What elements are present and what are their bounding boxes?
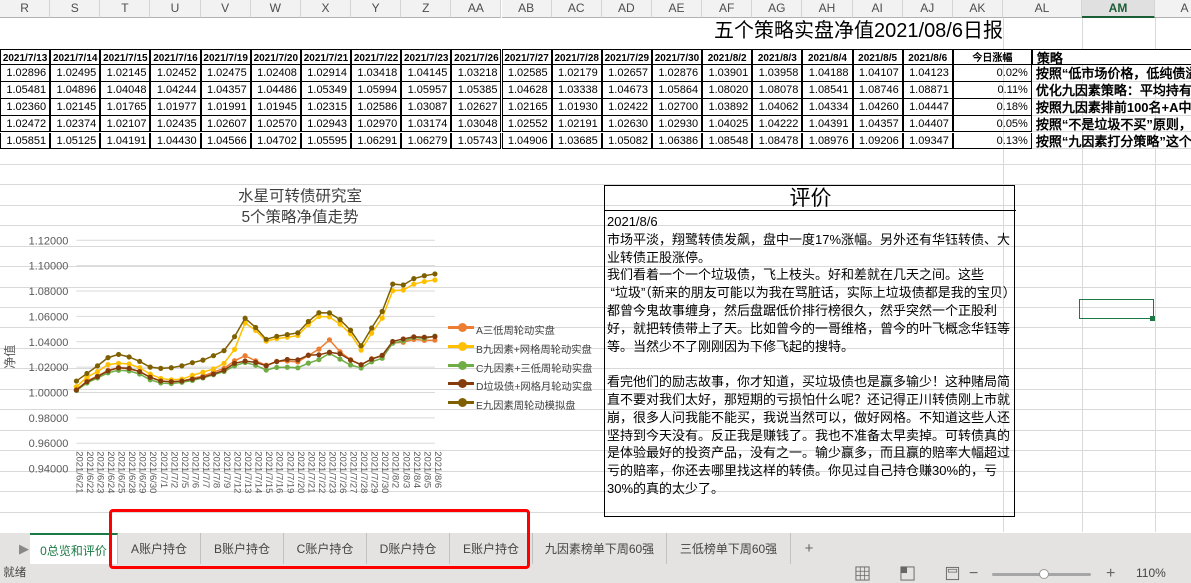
svg-text:2021/8/5: 2021/8/5: [421, 451, 432, 488]
svg-text:2021/6/21: 2021/6/21: [73, 451, 84, 493]
svg-text:2021/7/6: 2021/7/6: [189, 451, 200, 488]
svg-text:2021/6/29: 2021/6/29: [137, 451, 148, 493]
svg-text:1.06000: 1.06000: [29, 311, 69, 323]
svg-text:2021/7/16: 2021/7/16: [274, 451, 285, 493]
svg-text:2021/7/8: 2021/7/8: [210, 451, 221, 488]
svg-text:2021/7/2: 2021/7/2: [168, 451, 179, 488]
svg-text:2021/6/23: 2021/6/23: [94, 451, 105, 493]
svg-text:2021/7/14: 2021/7/14: [253, 451, 264, 493]
svg-text:2021/7/30: 2021/7/30: [379, 451, 390, 493]
svg-text:1.10000: 1.10000: [29, 261, 69, 273]
svg-text:净值: 净值: [2, 345, 17, 369]
svg-text:1.02000: 1.02000: [29, 362, 69, 374]
svg-text:2021/7/15: 2021/7/15: [263, 451, 274, 493]
svg-text:1.08000: 1.08000: [29, 286, 69, 298]
svg-text:2021/7/26: 2021/7/26: [337, 451, 348, 493]
svg-text:2021/6/24: 2021/6/24: [105, 451, 116, 493]
svg-text:2021/8/6: 2021/8/6: [432, 451, 443, 488]
svg-text:2021/6/25: 2021/6/25: [116, 451, 127, 493]
svg-text:2021/7/27: 2021/7/27: [348, 451, 359, 493]
svg-text:2021/6/28: 2021/6/28: [126, 451, 137, 493]
svg-text:1.04000: 1.04000: [29, 337, 69, 349]
svg-text:1.12000: 1.12000: [29, 235, 69, 247]
svg-text:2021/8/3: 2021/8/3: [400, 451, 411, 488]
svg-text:2021/7/22: 2021/7/22: [316, 451, 327, 493]
svg-text:2021/7/9: 2021/7/9: [221, 451, 232, 488]
svg-text:0.94000: 0.94000: [29, 464, 69, 476]
svg-text:2021/6/30: 2021/6/30: [147, 451, 158, 493]
svg-text:2021/7/21: 2021/7/21: [305, 451, 316, 493]
svg-text:2021/8/4: 2021/8/4: [411, 451, 422, 488]
svg-text:2021/7/19: 2021/7/19: [284, 451, 295, 493]
svg-text:2021/7/23: 2021/7/23: [326, 451, 337, 493]
svg-text:2021/7/1: 2021/7/1: [158, 451, 169, 488]
svg-text:2021/6/22: 2021/6/22: [84, 451, 95, 493]
svg-text:2021/7/12: 2021/7/12: [232, 451, 243, 493]
svg-text:0.96000: 0.96000: [29, 438, 69, 450]
svg-text:2021/7/28: 2021/7/28: [358, 451, 369, 493]
svg-text:1.00000: 1.00000: [29, 387, 69, 399]
svg-text:2021/7/13: 2021/7/13: [242, 451, 253, 493]
svg-text:2021/7/7: 2021/7/7: [200, 451, 211, 488]
svg-text:2021/7/5: 2021/7/5: [179, 451, 190, 488]
svg-text:0.98000: 0.98000: [29, 413, 69, 425]
svg-text:2021/8/2: 2021/8/2: [390, 451, 401, 488]
svg-text:2021/7/29: 2021/7/29: [369, 451, 380, 493]
svg-text:2021/7/20: 2021/7/20: [295, 451, 306, 493]
